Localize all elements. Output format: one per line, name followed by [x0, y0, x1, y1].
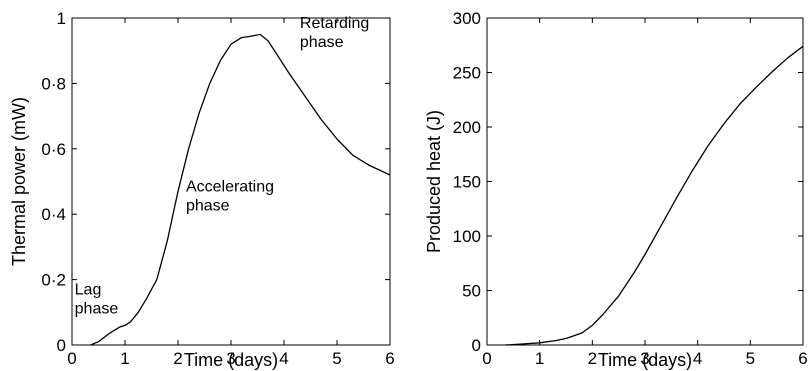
- thermal-power-chart: 0 1 2 3 4 5 6 0 0·2 0·4 0·6 0·8 1 Time (days) Thermal …: [9, 9, 395, 370]
- produced-heat-chart: 0 1 2 3 4 5 6 0 50 100 150 200 250 300 Time (days) Prod…: [424, 9, 808, 370]
- x-axis-label: Time (days): [184, 350, 278, 370]
- phase-annotation-line: phase: [300, 34, 344, 51]
- y-tick-label: 0·2: [41, 271, 66, 290]
- y-tick-label: 0: [57, 336, 66, 355]
- y-tick-label: 0: [472, 336, 481, 355]
- phase-annotation: Lag phase: [75, 281, 119, 317]
- y-axis-label: Thermal power (mW): [9, 97, 29, 266]
- phase-annotation-line: phase: [75, 300, 119, 317]
- x-tick-label: 4: [279, 349, 288, 368]
- y-tick-label: 0·4: [41, 205, 66, 224]
- phase-annotation: Retarding phase: [300, 15, 369, 51]
- y-tick-label: 300: [453, 9, 481, 28]
- phase-annotation-line: Accelerating: [186, 178, 274, 195]
- x-tick-label: 5: [332, 349, 341, 368]
- x-tick-label: 2: [173, 349, 182, 368]
- y-axis-label: Produced heat (J): [424, 110, 444, 253]
- x-tick-label: 5: [746, 349, 755, 368]
- y-tick-label: 100: [453, 227, 481, 246]
- x-tick-label: 2: [588, 349, 597, 368]
- x-tick-label: 6: [385, 349, 394, 368]
- series-line: [505, 45, 804, 346]
- phase-annotation: Accelerating phase: [186, 178, 274, 214]
- y-tick-label: 150: [453, 173, 481, 192]
- y-tick-label: 0·8: [41, 74, 66, 93]
- x-tick-label: 0: [67, 349, 76, 368]
- x-tick-label: 1: [535, 349, 544, 368]
- phase-annotation-line: Lag: [75, 281, 102, 298]
- x-tick-label: 3: [640, 349, 649, 368]
- series-line: [90, 33, 391, 346]
- y-tick-label: 1: [57, 9, 66, 28]
- x-axis-label: Time (days): [598, 350, 692, 370]
- y-tick-label: 50: [462, 282, 481, 301]
- x-tick-label: 6: [798, 349, 807, 368]
- y-tick-label: 250: [453, 64, 481, 83]
- plot-frame: [486, 17, 804, 346]
- x-tick-label: 1: [120, 349, 129, 368]
- x-tick-label: 3: [226, 349, 235, 368]
- x-tick-label: 0: [482, 349, 491, 368]
- y-tick-label: 0·6: [41, 140, 66, 159]
- phase-annotation-line: Retarding: [300, 15, 369, 32]
- y-tick-label: 200: [453, 118, 481, 137]
- phase-annotation-line: phase: [186, 197, 230, 214]
- x-tick-label: 4: [693, 349, 702, 368]
